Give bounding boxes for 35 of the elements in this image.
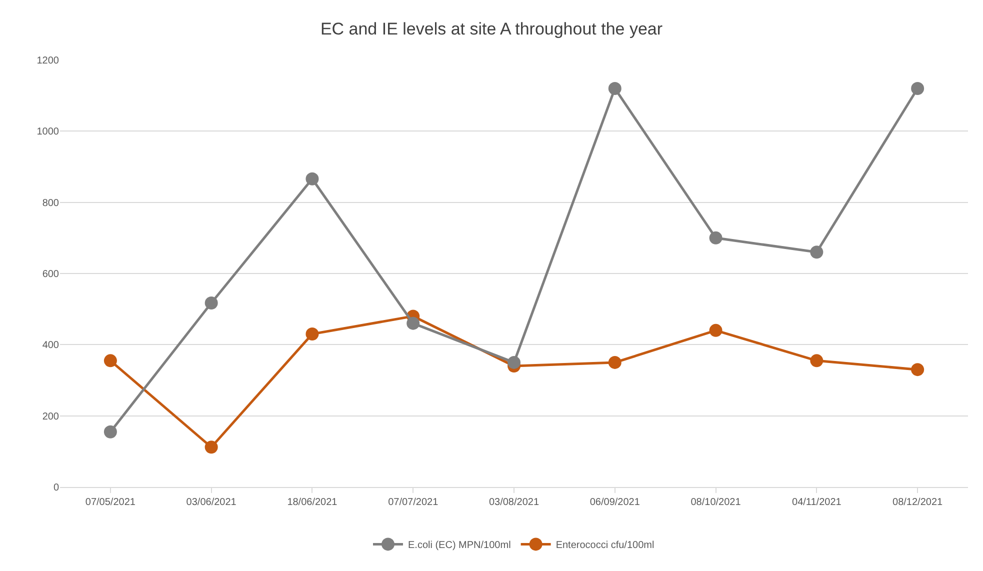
point <box>810 246 824 259</box>
x-tick-label: 08/12/2021 <box>892 497 944 508</box>
point <box>104 425 117 438</box>
x-tick-label: 04/11/2021 <box>792 497 842 508</box>
point <box>709 324 722 337</box>
y-tick-label: 0 <box>53 482 60 494</box>
point <box>306 172 319 186</box>
point <box>204 440 218 454</box>
y-tick-label: 1200 <box>36 56 60 66</box>
point <box>911 363 924 376</box>
legend-label: E.coli (EC) MPN/100ml <box>408 540 511 552</box>
y-tick-label: 600 <box>42 269 60 280</box>
y-tick-label: 200 <box>42 411 60 422</box>
point <box>406 316 420 330</box>
y-tick-label: 400 <box>42 340 60 352</box>
point <box>306 327 319 340</box>
y-tick-label: 800 <box>42 198 60 209</box>
point <box>810 354 824 368</box>
point <box>709 231 722 244</box>
x-tick-label: 03/06/2021 <box>186 497 237 508</box>
point <box>508 356 520 369</box>
y-tick-label: 1000 <box>36 126 60 138</box>
point <box>911 82 924 95</box>
point <box>608 356 622 369</box>
legend-label: Enterococci cfu/100ml <box>556 540 654 552</box>
point <box>204 296 218 310</box>
chart-title: EC and IE levels at site A throughout the year <box>320 20 663 39</box>
point <box>104 354 117 368</box>
x-tick-label: 07/05/2021 <box>85 497 136 508</box>
x-tick-label: 18/06/2021 <box>287 497 338 508</box>
x-tick-label: 06/09/2021 <box>590 497 640 508</box>
point <box>608 82 622 95</box>
x-tick-label: 08/10/2021 <box>690 497 742 508</box>
x-tick-label: 03/08/2021 <box>488 497 540 508</box>
x-tick-label: 07/07/2021 <box>388 497 439 508</box>
